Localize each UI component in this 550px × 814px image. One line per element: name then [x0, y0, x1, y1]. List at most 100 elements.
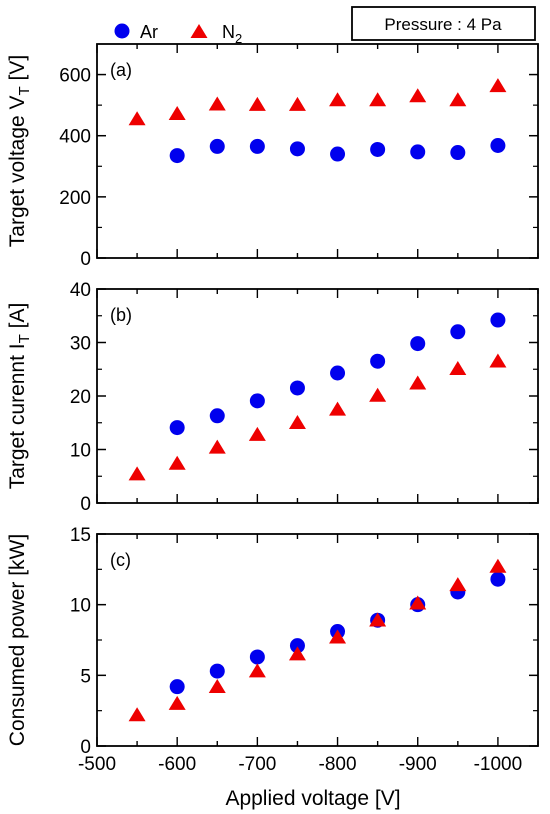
- y-tick-label: 5: [80, 666, 91, 687]
- panel-label: (c): [110, 550, 131, 570]
- y-axis-label: Consumed power [kW]: [6, 534, 29, 746]
- ar-data-point: [209, 663, 225, 679]
- n2-data-point: [248, 96, 266, 111]
- ar-data-point: [169, 420, 185, 436]
- panel-c: 0 5 10 15 -500 -600 -700 -800 -900 -1000 (c) Consum…: [6, 525, 539, 775]
- n2-data-point: [128, 466, 146, 481]
- legend-n2-label: N2: [222, 22, 242, 46]
- panel-b: 0 10 20 30 40 (b) Target curennt IT [A]: [6, 280, 539, 515]
- n2-data-point: [369, 92, 387, 107]
- panel-label: (b): [110, 305, 132, 325]
- n2-data-point: [248, 663, 266, 678]
- ar-data-point: [490, 137, 506, 153]
- x-tick-label: -1000: [474, 754, 523, 775]
- n2-data-point: [489, 353, 507, 368]
- ar-data-point: [209, 408, 225, 424]
- x-tick-label: -700: [238, 754, 276, 775]
- plot-frame: [96, 43, 539, 259]
- y-axis-label-main: Target voltage V: [6, 95, 29, 247]
- n2-data-point: [449, 92, 467, 107]
- y-tick-label: 0: [80, 249, 91, 270]
- n2-data-point: [329, 401, 347, 416]
- legend-ar-marker: [114, 23, 130, 39]
- x-tick-label: -800: [319, 754, 357, 775]
- n2-data-point: [409, 88, 427, 103]
- ar-data-point: [249, 393, 265, 409]
- ar-data-point: [410, 336, 426, 352]
- y-tick-label: 15: [70, 525, 91, 546]
- ar-data-point: [289, 638, 305, 654]
- ar-data-point: [450, 324, 466, 340]
- n2-data-point: [168, 106, 186, 121]
- n2-data-point: [489, 78, 507, 93]
- n2-data-point: [329, 92, 347, 107]
- n2-data-point: [409, 375, 427, 390]
- n2-data-point: [128, 111, 146, 126]
- y-axis-label-subscript: T: [16, 334, 33, 343]
- ar-data-point: [490, 571, 506, 587]
- pressure-box-frame: [351, 6, 536, 41]
- y-tick-label: 200: [59, 188, 91, 209]
- y-axis-label-unit: [V]: [6, 55, 29, 87]
- legend: Ar N2: [114, 22, 242, 46]
- n2-data-point: [208, 439, 226, 454]
- n2-data-point: [168, 695, 186, 710]
- n2-data-point: [248, 426, 266, 441]
- ar-data-point: [450, 145, 466, 161]
- ar-data-point: [289, 380, 305, 396]
- panel-a: 0 200 400 600 (a) Target voltage VT [V]: [6, 43, 539, 270]
- n2-data-point: [489, 558, 507, 573]
- n2-data-point: [128, 707, 146, 722]
- n2-data-point: [288, 646, 306, 661]
- n2-data-point: [449, 577, 467, 592]
- plot-frame: [96, 288, 539, 504]
- y-axis-label-unit: [A]: [6, 303, 29, 335]
- x-tick-label: -600: [158, 754, 196, 775]
- y-tick-label: 10: [70, 596, 91, 617]
- n2-data-point: [288, 96, 306, 111]
- y-tick-label: 20: [70, 387, 91, 408]
- legend-n2-subscript: 2: [235, 31, 242, 46]
- x-axis-label: Applied voltage [V]: [225, 787, 400, 810]
- n2-data-point: [208, 96, 226, 111]
- ar-data-point: [370, 353, 386, 369]
- y-tick-label: 30: [70, 334, 91, 355]
- panel-label: (a): [110, 60, 132, 80]
- y-axis-label-main: Target curennt I: [6, 343, 29, 489]
- x-tick-label: -500: [78, 754, 116, 775]
- n2-data-point: [208, 678, 226, 693]
- n2-data-point: [409, 595, 427, 610]
- n2-data-point: [329, 629, 347, 644]
- ar-data-point: [209, 138, 225, 154]
- n2-data-point: [369, 387, 387, 402]
- y-axis-label: Target curennt IT [A]: [6, 303, 33, 490]
- pressure-label: Pressure : 4 Pa: [384, 15, 502, 34]
- y-axis-label-subscript: T: [16, 86, 33, 95]
- y-tick-label: 10: [70, 441, 91, 462]
- y-tick-label: 0: [80, 494, 91, 515]
- y-tick-label: 400: [59, 127, 91, 148]
- plot-frame: [96, 533, 539, 747]
- ar-data-point: [410, 144, 426, 160]
- legend-ar-label: Ar: [140, 22, 158, 42]
- ar-data-point: [370, 141, 386, 157]
- ar-data-point: [169, 679, 185, 695]
- n2-data-point: [449, 361, 467, 376]
- ar-data-point: [249, 138, 265, 154]
- ar-data-point: [249, 649, 265, 665]
- n2-data-point: [369, 612, 387, 627]
- legend-n2-marker: [190, 24, 208, 38]
- y-tick-label: 600: [59, 66, 91, 87]
- y-axis-label: Target voltage VT [V]: [6, 55, 33, 247]
- ar-data-point: [490, 312, 506, 328]
- n2-data-point: [168, 455, 186, 470]
- y-tick-label: 0: [80, 737, 91, 758]
- pressure-box: Pressure : 4 Pa: [351, 6, 536, 41]
- y-axis-label-main: Consumed power [kW]: [6, 534, 29, 746]
- x-tick-label: -900: [399, 754, 437, 775]
- ar-data-point: [169, 148, 185, 164]
- y-tick-label: 40: [70, 280, 91, 301]
- n2-data-point: [288, 415, 306, 430]
